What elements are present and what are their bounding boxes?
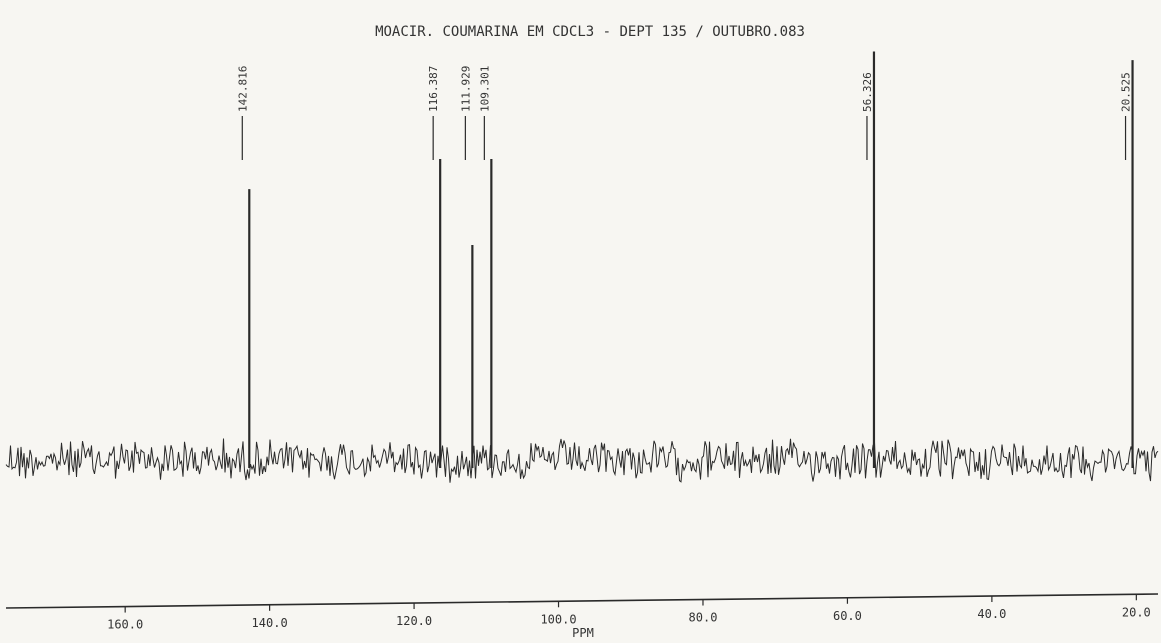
x-axis-ticks: 160.0 140.0 120.0 100.0 80.0 60.0 40.0 20.0 [107,594,1151,632]
peak-lines [241,51,1134,468]
x-tick-label: 80.0 [689,611,718,625]
x-tick-label: 60.0 [833,609,862,623]
peak-label: 20.525 [1120,72,1133,112]
x-tick-label: 100.0 [540,612,576,626]
peak-label: 142.816 [236,66,249,112]
x-tick-label: 160.0 [107,618,143,632]
spectrum-baseline-trace [5,438,1159,483]
x-axis [5,593,1159,609]
x-tick-label: 120.0 [396,614,432,628]
chart-title: MOACIR. COUMARINA EM CDCL3 - DEPT 135 / … [375,24,805,40]
x-tick-label: 20.0 [1122,605,1151,619]
peak-label: 111.929 [459,66,472,112]
peak-label: 109.301 [478,66,491,112]
x-tick-label: 140.0 [252,616,288,630]
x-tick-label: 40.0 [977,607,1006,621]
x-axis-label: PPM [572,626,594,640]
peak-labels: 142.816 116.387 111.929 109.301 56.326 20.525 [236,66,1132,112]
peak-label: 56.326 [861,72,874,112]
peak-label: 116.387 [427,66,440,112]
